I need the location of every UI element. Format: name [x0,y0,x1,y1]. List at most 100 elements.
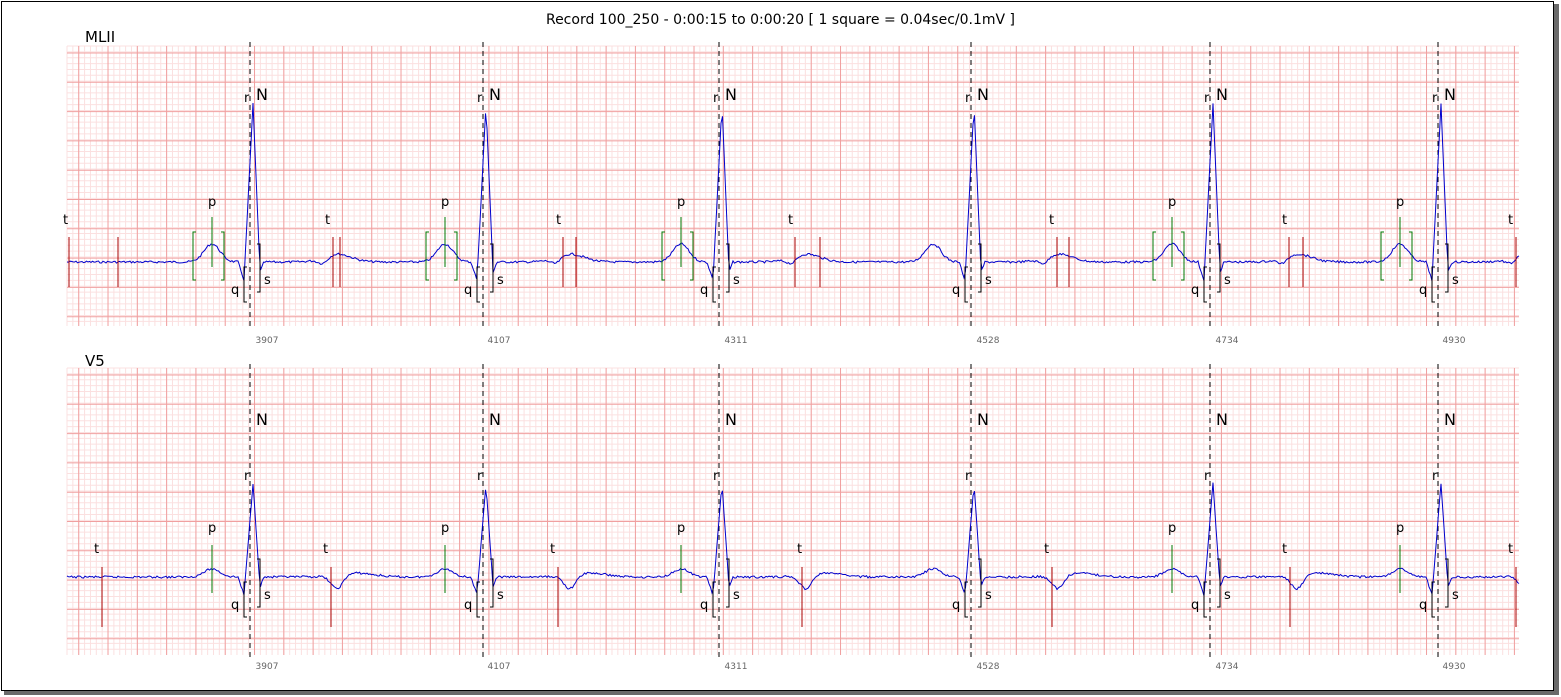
q-bracket [1431,581,1435,618]
q-bracket [712,581,716,618]
s-bracket [726,558,730,608]
s-bracket [1445,243,1449,293]
q-label: q [952,598,960,613]
beat-label-n: N [256,85,268,104]
t-label: t [63,213,68,228]
beat-label-n: N [1444,85,1456,104]
s-bracket [726,243,730,293]
p-wave-close-bracket [690,231,694,281]
s-label: s [497,588,504,603]
s-label: s [1452,273,1459,288]
s-label: s [264,588,271,603]
beat-label-n: N [1216,410,1228,429]
t-label: t [1282,213,1287,228]
t-label: t [788,213,793,228]
q-bracket [964,581,968,618]
s-bracket [1217,558,1221,608]
lead-label: V5 [85,352,105,370]
s-bracket [1445,558,1449,608]
r-label: r [244,91,250,106]
s-bracket [257,558,261,608]
beat-label-n: N [1216,85,1228,104]
x-tick-label: 4930 [1443,336,1466,346]
p-label: p [441,195,449,210]
r-label: r [477,91,483,106]
s-bracket [978,558,982,608]
t-label: t [556,213,561,228]
window-shadow-bottom [4,691,1559,695]
beat-label-n: N [977,410,989,429]
q-label: q [700,598,708,613]
p-wave-close-bracket [454,231,458,281]
x-tick-label: 4107 [488,662,511,672]
q-bracket [712,266,716,303]
r-label: r [1432,469,1438,484]
q-label: q [464,598,472,613]
ecg-signal-trace [66,482,1520,597]
p-label: p [1396,195,1404,210]
s-label: s [264,273,271,288]
q-bracket [1431,266,1435,303]
beat-label-n: N [1444,410,1456,429]
p-label: p [208,521,216,536]
r-label: r [1204,91,1210,106]
s-bracket [490,558,494,608]
p-label: p [1168,195,1176,210]
q-bracket [1203,266,1207,303]
s-bracket [978,243,982,293]
s-label: s [1224,273,1231,288]
q-bracket [476,266,480,303]
t-label: t [1508,542,1513,557]
x-tick-label: 4734 [1216,336,1239,346]
r-label: r [244,469,250,484]
p-wave-open-bracket [661,231,665,281]
r-label: r [965,91,971,106]
s-label: s [497,273,504,288]
q-bracket [476,581,480,618]
r-label: r [477,469,483,484]
q-label: q [952,283,960,298]
q-label: q [1419,283,1427,298]
p-label: p [1168,521,1176,536]
t-label: t [325,213,330,228]
q-label: q [231,283,239,298]
p-wave-open-bracket [1152,231,1156,281]
q-label: q [1191,598,1199,613]
x-tick-label: 4107 [488,336,511,346]
q-label: q [464,283,472,298]
t-label: t [797,542,802,557]
beat-label-n: N [977,85,989,104]
q-label: q [1419,598,1427,613]
p-label: p [677,195,685,210]
s-bracket [490,243,494,293]
x-tick-label: 3907 [256,662,279,672]
x-tick-label: 4528 [977,336,1000,346]
x-tick-label: 4528 [977,662,1000,672]
q-bracket [964,266,968,303]
q-bracket [1203,581,1207,618]
x-tick-label: 4734 [1216,662,1239,672]
s-label: s [733,588,740,603]
p-wave-open-bracket [1380,231,1384,281]
r-label: r [713,469,719,484]
t-label: t [323,542,328,557]
chart-title: Record 100_250 - 0:00:15 to 0:00:20 [ 1 … [545,12,1016,28]
r-label: r [965,469,971,484]
s-bracket [1217,243,1221,293]
p-wave-close-bracket [1409,231,1413,281]
p-label: p [441,521,449,536]
p-label: p [677,521,685,536]
x-tick-label: 4311 [725,336,748,346]
x-tick-label: 4930 [1443,662,1466,672]
t-label: t [1044,542,1049,557]
s-label: s [1452,588,1459,603]
s-label: s [1224,588,1231,603]
p-wave-close-bracket [1181,231,1185,281]
x-tick-label: 3907 [256,336,279,346]
r-label: r [1432,91,1438,106]
beat-label-n: N [489,410,501,429]
lead-label: MLII [85,28,115,46]
